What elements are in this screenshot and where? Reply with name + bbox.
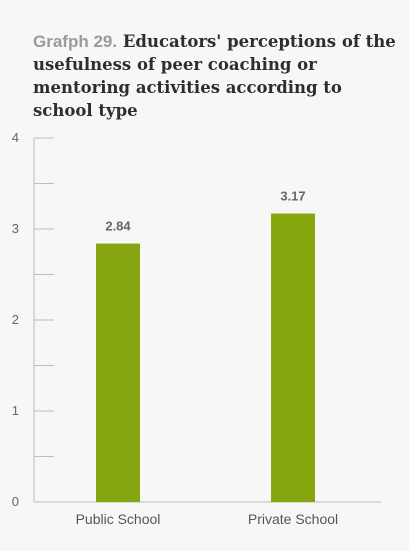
x-category-label: Public School — [76, 511, 161, 527]
bar-value-label: 3.17 — [280, 189, 305, 204]
y-tick-label: 4 — [12, 130, 19, 145]
y-tick-label: 2 — [12, 312, 19, 327]
chart-title-text: Educators' perceptions of the usefulness… — [33, 32, 396, 120]
y-tick-label: 0 — [12, 494, 19, 509]
bar-layer — [96, 213, 315, 502]
label-layer: 0 1 2 3 4 2.84 Public School 3.17 Private School — [12, 130, 338, 527]
bar-public-school — [96, 243, 140, 502]
axis-layer — [33, 137, 381, 503]
y-tick-label: 3 — [12, 221, 19, 236]
chart-title-prefix: Grafph 29. — [33, 32, 118, 51]
bar-private-school — [271, 213, 315, 502]
chart-title: Grafph 29. Educators' perceptions of the… — [33, 30, 398, 122]
y-tick-label: 1 — [12, 403, 19, 418]
x-category-label: Private School — [248, 511, 338, 527]
bar-value-label: 2.84 — [105, 219, 131, 234]
